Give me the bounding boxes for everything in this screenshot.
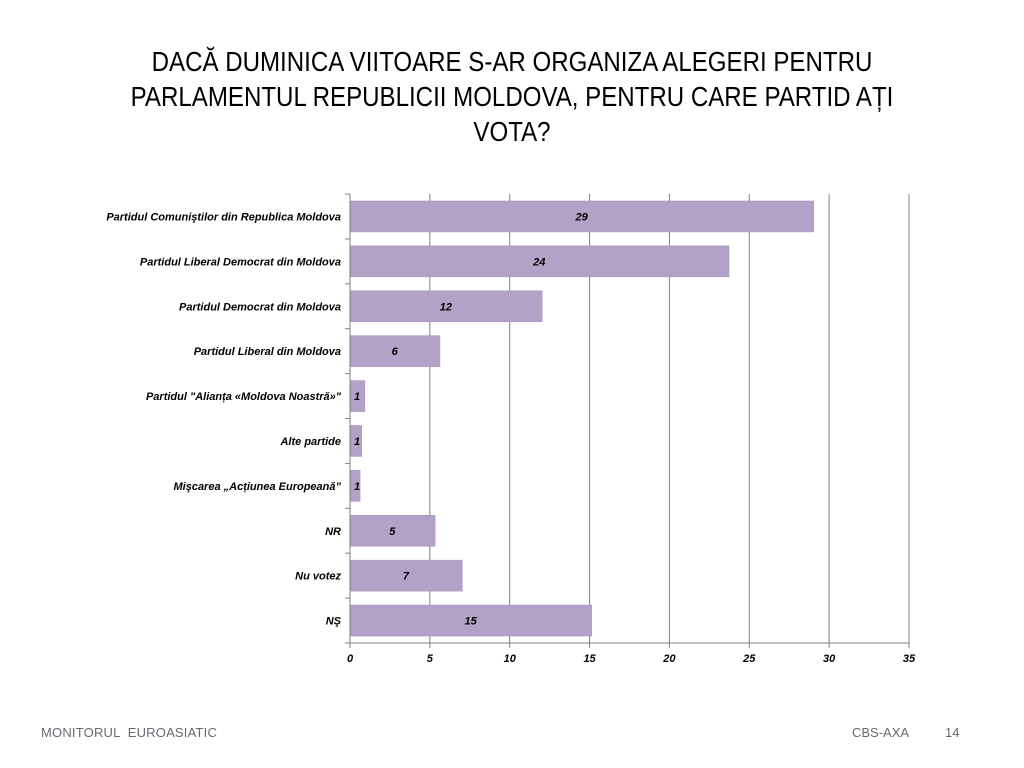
category-label: Nu votez <box>295 571 341 583</box>
x-tick-label: 20 <box>662 653 676 665</box>
bar-layer <box>350 200 814 637</box>
slide-title: DACĂ DUMINICA VIITOARE S-AR ORGANIZA ALE… <box>123 44 900 149</box>
data-label: 6 <box>392 346 399 358</box>
data-label: 1 <box>354 436 360 448</box>
category-label: Mişcarea „Acțiunea Europeană” <box>173 481 341 493</box>
bar <box>350 559 463 592</box>
axis-layer <box>345 193 910 648</box>
data-label: 15 <box>464 616 477 628</box>
title-line-3: VOTA? <box>473 116 551 147</box>
x-tick-label: 10 <box>504 653 517 665</box>
bar <box>350 604 592 637</box>
footer-source: MONITORUL EUROASIATIC <box>41 725 218 740</box>
data-label: 1 <box>354 391 360 403</box>
title-line-2: PARLAMENTUL REPUBLICII MOLDOVA, PENTRU C… <box>130 81 894 112</box>
category-label: Partidul Liberal Democrat din Moldova <box>140 256 341 268</box>
data-label: 24 <box>532 256 545 268</box>
data-label: 7 <box>403 571 410 583</box>
bar <box>350 245 730 278</box>
data-label: 1 <box>354 481 360 493</box>
bar <box>350 290 543 322</box>
category-label: NR <box>325 526 341 538</box>
category-label: Alte partide <box>279 436 341 448</box>
category-label: Partidul Comuniştilor din Republica Mold… <box>106 211 341 223</box>
data-label: 29 <box>574 211 588 223</box>
x-tick-label: 15 <box>583 653 596 665</box>
title-line-1: DACĂ DUMINICA VIITOARE S-AR ORGANIZA ALE… <box>151 46 873 77</box>
bar <box>350 515 436 547</box>
page-number: 14 <box>945 725 960 740</box>
data-label: 12 <box>440 301 452 313</box>
category-label: Partidul Democrat din Moldova <box>179 301 341 313</box>
category-label: NŞ <box>326 616 342 628</box>
x-tick-label: 35 <box>903 653 916 665</box>
x-tick-label: 25 <box>742 653 756 665</box>
x-tick-label: 5 <box>427 653 434 665</box>
bar <box>350 335 441 367</box>
x-tick-label: 30 <box>823 653 836 665</box>
data-label: 5 <box>389 526 396 538</box>
bar <box>350 200 814 233</box>
x-tick-label: 0 <box>347 653 354 665</box>
footer-credit: CBS-AXA <box>852 725 910 740</box>
category-label: Partidul "Alianța «Moldova Noastră»" <box>146 391 342 403</box>
category-label: Partidul Liberal din Moldova <box>194 346 341 358</box>
